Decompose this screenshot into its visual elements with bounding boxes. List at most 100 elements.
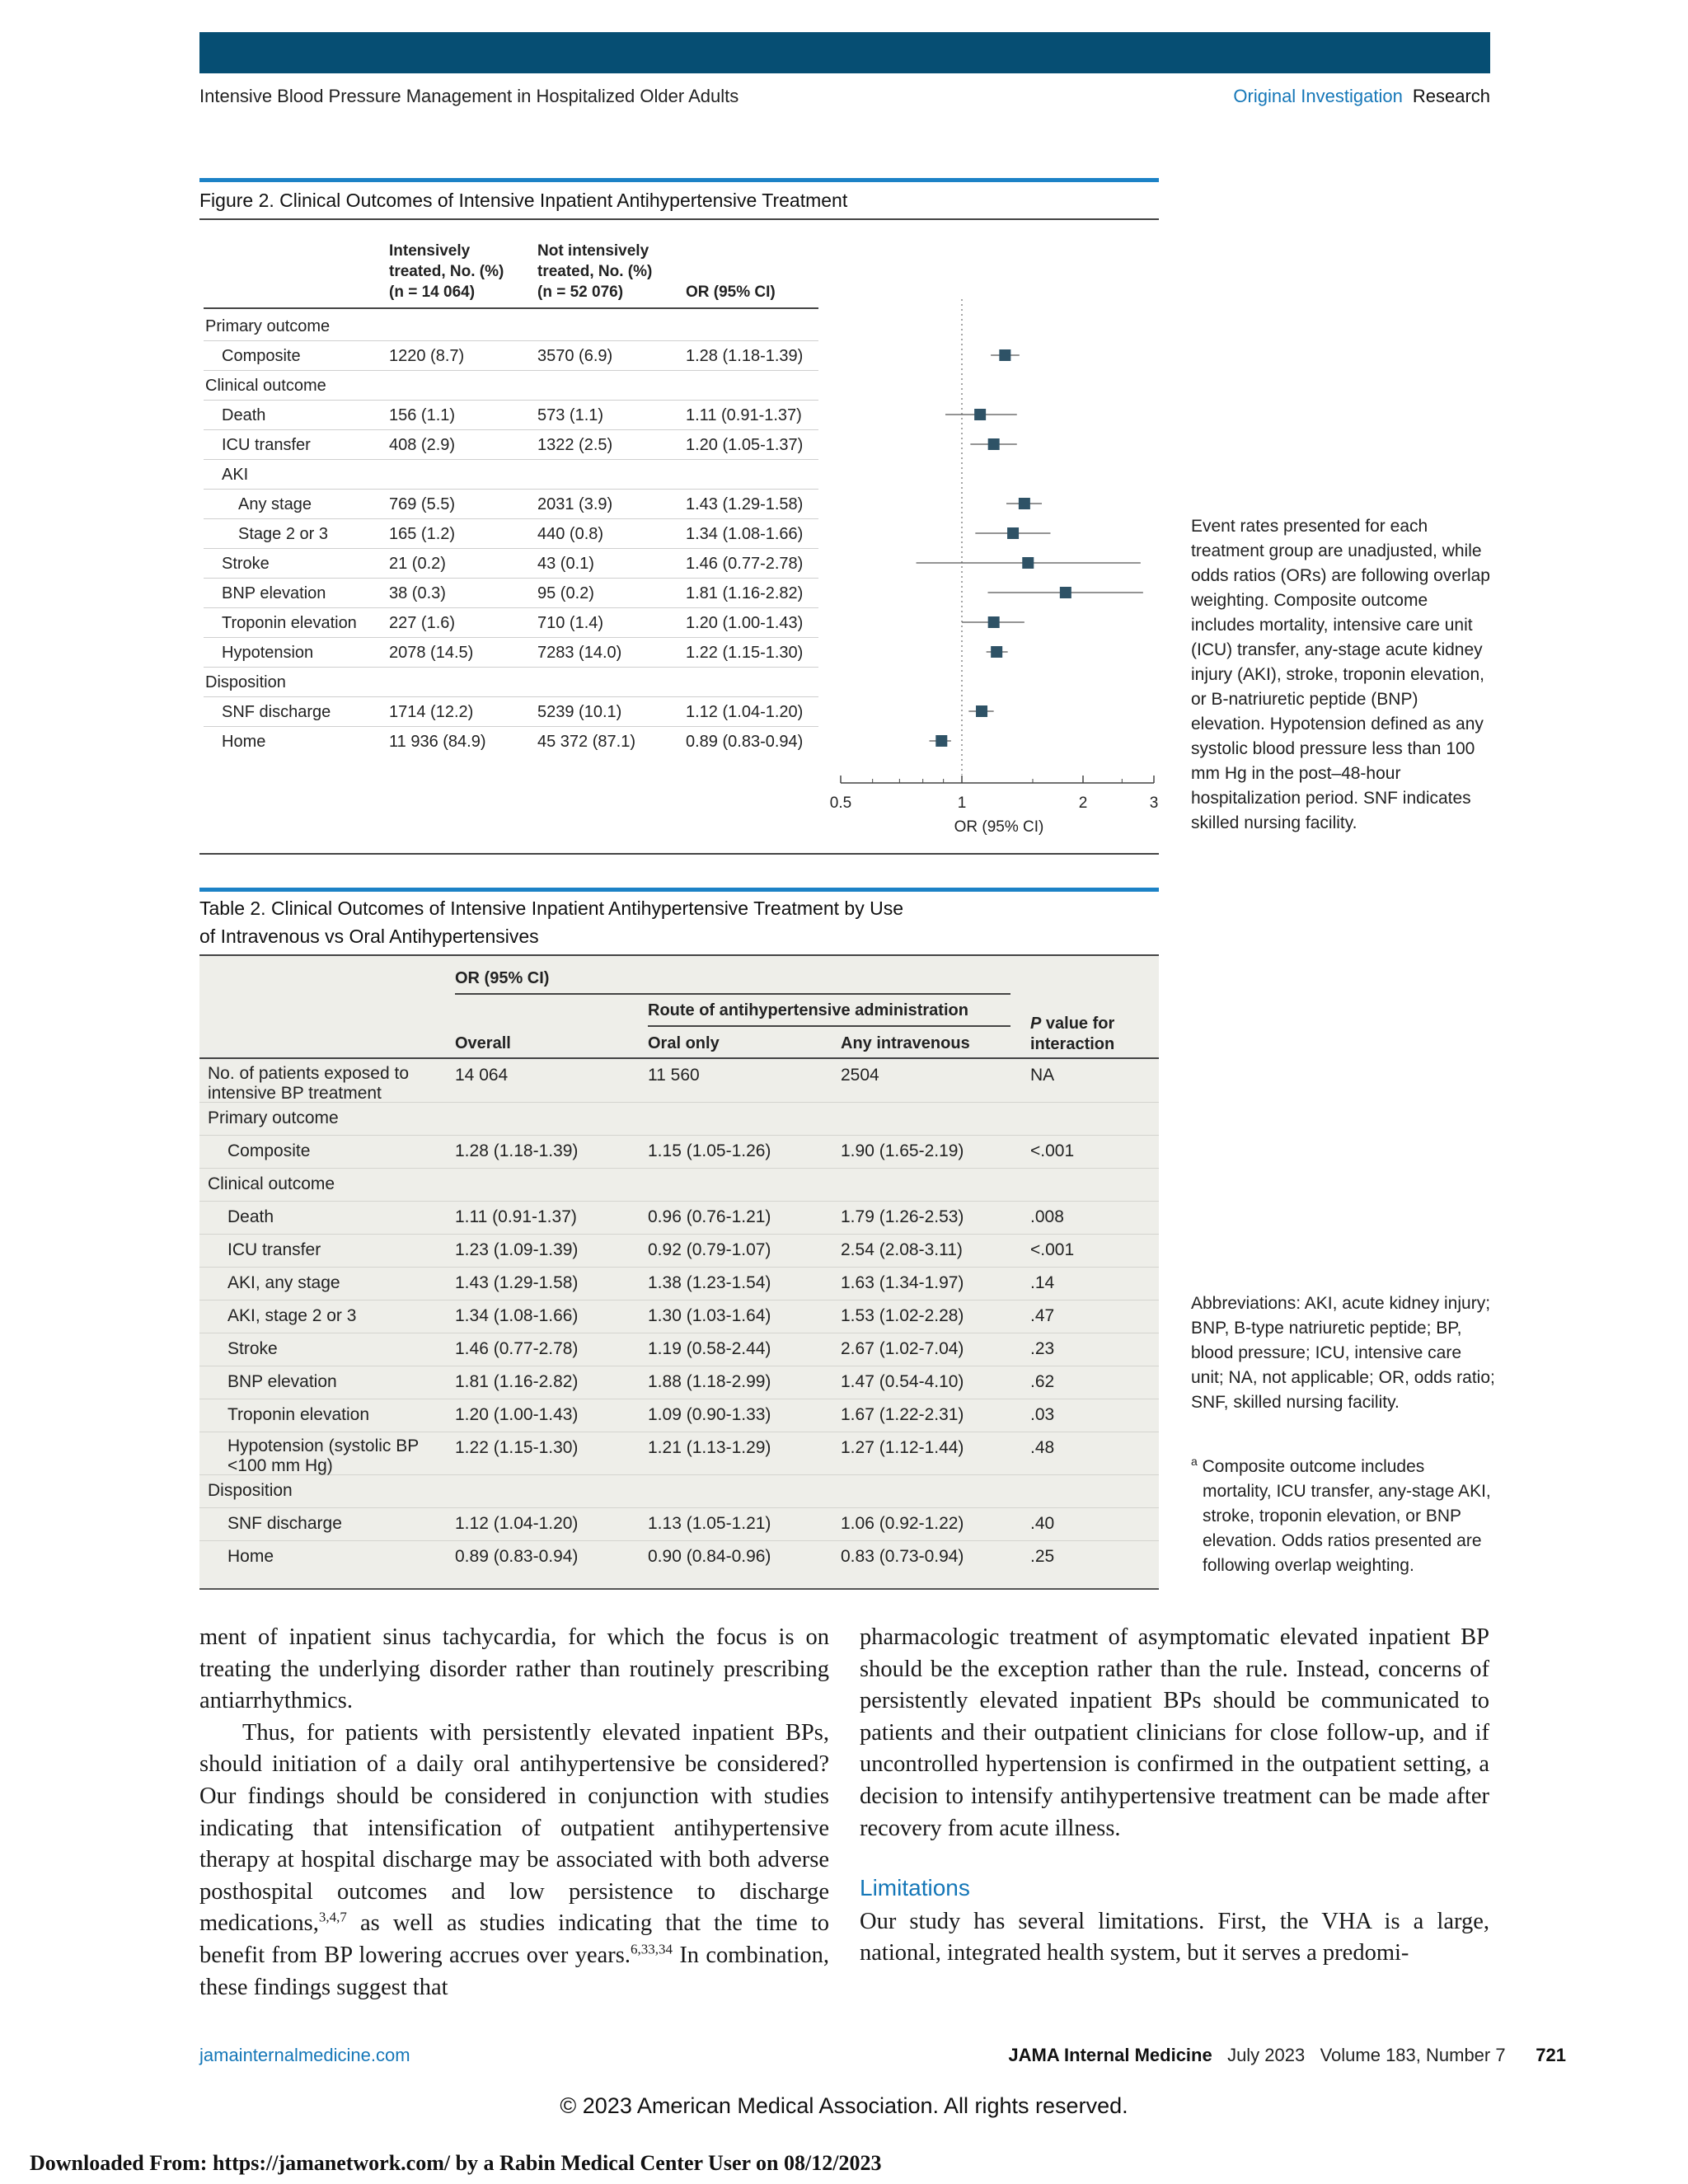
p-value: .23 [1030, 1339, 1055, 1358]
intensive-value: 38 (0.3) [389, 584, 446, 602]
row-label: Stroke [222, 555, 270, 573]
figure-caption: Event rates presented for each treatment… [1191, 517, 1490, 832]
or-value: 1.43 (1.29-1.58) [686, 495, 804, 513]
row-label: Death [227, 1207, 274, 1226]
table-head-p: P value for interaction [1030, 1015, 1115, 1053]
intensive-value: 21 (0.2) [389, 555, 446, 573]
overall-or: 1.28 (1.18-1.39) [455, 1141, 579, 1160]
or-marker [1007, 527, 1020, 539]
col-head-not-intensive: Not intensively treated, No. (%) (n = 52… [537, 242, 653, 301]
row-label: No. of patients exposed to intensive BP t… [208, 1064, 409, 1103]
overall-or: 1.22 (1.15-1.30) [455, 1438, 579, 1457]
table-footnote: a Composite outcome includes mortality, … [1191, 1455, 1491, 1575]
row-label: Death [222, 406, 266, 424]
copyright: © 2023 American Medical Association. All… [560, 2093, 1128, 2118]
p-value: .47 [1030, 1306, 1055, 1325]
iv-or: 0.83 (0.73-0.94) [841, 1547, 964, 1566]
iv-or: 2.54 (2.08-3.11) [841, 1240, 963, 1259]
or-value: 1.20 (1.05-1.37) [686, 436, 804, 454]
or-marker [974, 409, 987, 420]
row-label: Hypotension (systolic BP <100 mm Hg) [227, 1436, 420, 1475]
row-label: Primary outcome [205, 317, 331, 335]
table-row: Troponin elevation 227 (1.6) 710 (1.4) 1.20… [204, 607, 818, 638]
not-intensive-value: 45 372 (87.1) [537, 733, 635, 751]
table-head-or-rule [455, 993, 1010, 995]
oral-or: 0.96 (0.76-1.21) [648, 1207, 771, 1226]
table-row: Stroke 21 (0.2) 43 (0.1) 1.46 (0.77-2.78) [204, 548, 818, 579]
overall-or: 1.81 (1.16-2.82) [455, 1372, 579, 1391]
intensive-value: 1714 (12.2) [389, 703, 474, 721]
not-intensive-value: 7283 (14.0) [537, 644, 622, 662]
or-value: 1.22 (1.15-1.30) [686, 644, 804, 662]
p-value: <.001 [1030, 1240, 1075, 1259]
table-row: Home 0.89 (0.83-0.94) 0.90 (0.84-0.96) 0.83… [199, 1540, 1159, 1573]
row-label: Troponin elevation [222, 614, 357, 632]
table-row: Composite 1220 (8.7) 3570 (6.9) 1.28 (1.18-… [204, 340, 818, 371]
overall-or: 14 064 [455, 1066, 509, 1085]
tick-label: 1 [958, 794, 967, 812]
row-label: Clinical outcome [208, 1174, 335, 1193]
table-row: No. of patients exposed to intensive BP t… [199, 1059, 1159, 1103]
section-row: Clinical outcome [199, 1168, 1159, 1202]
row-label: AKI, stage 2 or 3 [227, 1306, 357, 1325]
row-label: Hypotension [222, 644, 314, 662]
journal-website-link[interactable]: jamainternalmedicine.com [199, 2045, 410, 2065]
not-intensive-value: 3570 (6.9) [537, 347, 613, 365]
row-label: Composite [222, 347, 301, 365]
table-head-iv: Any intravenous [841, 1034, 970, 1052]
table-head-oral: Oral only [648, 1034, 720, 1052]
table-row: Hypotension (systolic BP <100 mm Hg) 1.22 … [199, 1432, 1159, 1475]
or-marker [1022, 557, 1034, 569]
col-head-intensive: Intensively treated, No. (%) (n = 14 064… [389, 242, 504, 301]
table-head-rule [199, 1057, 1159, 1059]
paragraph: Our study has several limitations. First… [860, 1908, 1489, 1966]
table-row: Any stage 769 (5.5) 2031 (3.9) 1.43 (1.29-1… [204, 489, 818, 519]
row-label: Disposition [205, 673, 286, 691]
table-row: Troponin elevation 1.20 (1.00-1.43) 1.09 (… [199, 1399, 1159, 1432]
iv-or: 1.06 (0.92-1.22) [841, 1514, 964, 1533]
p-value: .62 [1030, 1372, 1055, 1391]
intensive-value: 2078 (14.5) [389, 644, 474, 662]
forest-plot: 0.5 1 2 3 OR (95% CI) [830, 299, 1158, 836]
oral-or: 1.88 (1.18-2.99) [648, 1372, 771, 1391]
row-label: Any stage [238, 495, 312, 513]
paragraph: pharmacologic treatment of asymptomatic … [860, 1624, 1489, 1841]
table-row: ICU transfer 408 (2.9) 1322 (2.5) 1.20 (1.0… [204, 429, 818, 460]
journal-citation: JAMA Internal Medicine July 2023 Volume … [1008, 2045, 1566, 2065]
table-row: ICU transfer 1.23 (1.09-1.39) 0.92 (0.79-1… [199, 1234, 1159, 1268]
overall-or: 1.11 (0.91-1.37) [455, 1207, 577, 1226]
or-value: 1.46 (0.77-2.78) [686, 555, 804, 573]
or-value: 0.89 (0.83-0.94) [686, 733, 804, 751]
oral-or: 1.21 (1.13-1.29) [648, 1438, 771, 1457]
not-intensive-value: 43 (0.1) [537, 555, 594, 573]
not-intensive-value: 1322 (2.5) [537, 436, 613, 454]
oral-or: 1.30 (1.03-1.64) [648, 1306, 771, 1325]
or-value: 1.34 (1.08-1.66) [686, 525, 804, 543]
oral-or: 1.19 (0.58-2.44) [648, 1339, 771, 1358]
section-row: Primary outcome [199, 1102, 1159, 1136]
iv-or: 1.90 (1.65-2.19) [841, 1141, 964, 1160]
figure-top-rule [199, 178, 1159, 182]
or-marker [1018, 498, 1030, 509]
oral-or: 0.90 (0.84-0.96) [648, 1547, 771, 1566]
iv-or: 1.53 (1.02-2.28) [841, 1306, 964, 1325]
overall-or: 1.34 (1.08-1.66) [455, 1306, 579, 1325]
section-row: Primary outcome [204, 311, 818, 341]
iv-or: 1.67 (1.22-2.31) [841, 1405, 964, 1424]
download-stamp: Downloaded From: https://jamanetwork.com… [30, 2151, 882, 2175]
overall-or: 1.12 (1.04-1.20) [455, 1514, 579, 1533]
row-label: Stroke [227, 1339, 278, 1358]
intensive-value: 11 936 (84.9) [389, 733, 486, 751]
or-marker [1059, 587, 1071, 598]
table-row: Stroke 1.46 (0.77-2.78) 1.19 (0.58-2.44) 2.… [199, 1333, 1159, 1366]
tick-label: 0.5 [830, 794, 851, 812]
or-value: 1.81 (1.16-2.82) [686, 584, 804, 602]
or-value: 1.28 (1.18-1.39) [686, 347, 804, 365]
overall-or: 1.46 (0.77-2.78) [455, 1339, 579, 1358]
table-row: Composite 1.28 (1.18-1.39) 1.15 (1.05-1.26… [199, 1135, 1159, 1169]
row-label: ICU transfer [227, 1240, 321, 1259]
tick-label: 2 [1079, 794, 1088, 812]
header-bar [199, 32, 1490, 73]
figure-title-rule [199, 218, 1159, 220]
running-title: Intensive Blood Pressure Management in H… [199, 86, 739, 106]
